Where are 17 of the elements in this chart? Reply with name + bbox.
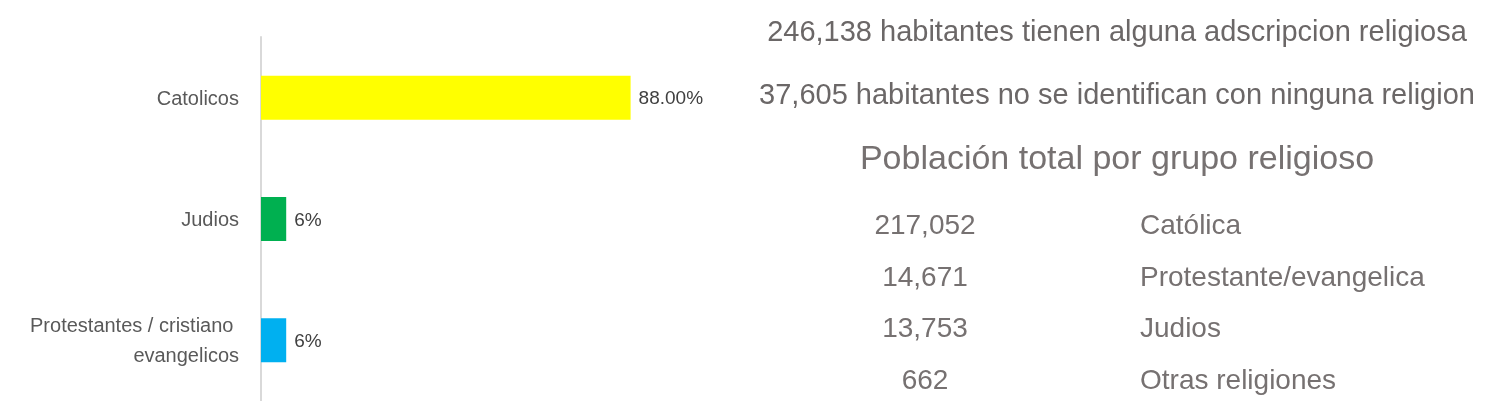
text: 37,605 habitantes no se identifican con ninguna religion	[759, 77, 1475, 112]
text: 246,138 habitantes tienen alguna adscripcion religiosa	[767, 14, 1467, 49]
text: 662	[901, 363, 949, 397]
data-label: 6%	[294, 329, 322, 351]
data-label: 6%	[294, 208, 322, 230]
text: Otras religiones	[1140, 363, 1337, 397]
text: Protestante/evangelica	[1140, 260, 1425, 294]
y-tick-label: Protestantes / cristiano evangelicos	[30, 314, 239, 367]
text: 14,671	[882, 260, 968, 294]
text: Católica	[1140, 208, 1242, 242]
text: Población total por grupo religioso	[859, 137, 1375, 178]
y-tick-label: Judios	[181, 208, 239, 230]
y-tick-label: Catolicos	[156, 86, 239, 109]
text: 13,753	[882, 311, 968, 345]
text: Judios	[1140, 311, 1221, 345]
text: 217,052	[874, 208, 976, 242]
data-label: 88.00%	[638, 87, 704, 109]
